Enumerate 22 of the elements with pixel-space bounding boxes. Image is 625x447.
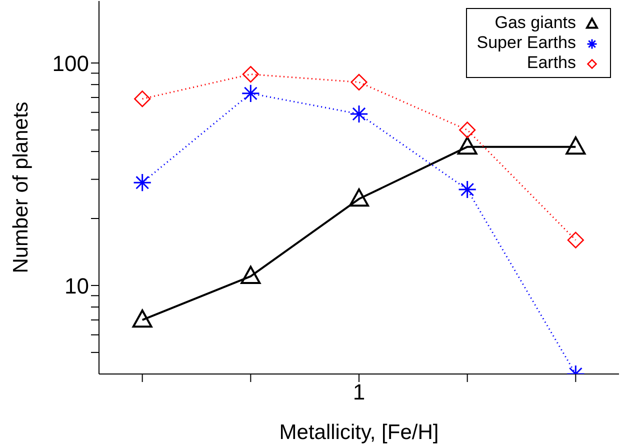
point [240, 266, 261, 284]
point [241, 84, 260, 103]
point [132, 309, 152, 328]
legend-label: Super Earths [476, 33, 576, 53]
point [349, 188, 369, 207]
legend-label: Gas giants [494, 13, 576, 33]
x-tick-label: 1 [352, 380, 366, 405]
point [567, 232, 584, 248]
y-tick-label: 10 [64, 273, 89, 298]
point [457, 136, 478, 155]
point [134, 90, 151, 108]
y-tick-label: 100 [52, 50, 89, 76]
point [350, 74, 368, 90]
point [242, 66, 259, 83]
x-axis-title: Metallicity, [Fe/H] [279, 421, 439, 444]
point [350, 104, 368, 124]
y-axis-title: Number of planets [9, 102, 32, 274]
point [459, 122, 476, 138]
legend-label: Earths [526, 53, 576, 73]
point [133, 173, 152, 192]
point [458, 180, 477, 199]
point [566, 136, 586, 155]
